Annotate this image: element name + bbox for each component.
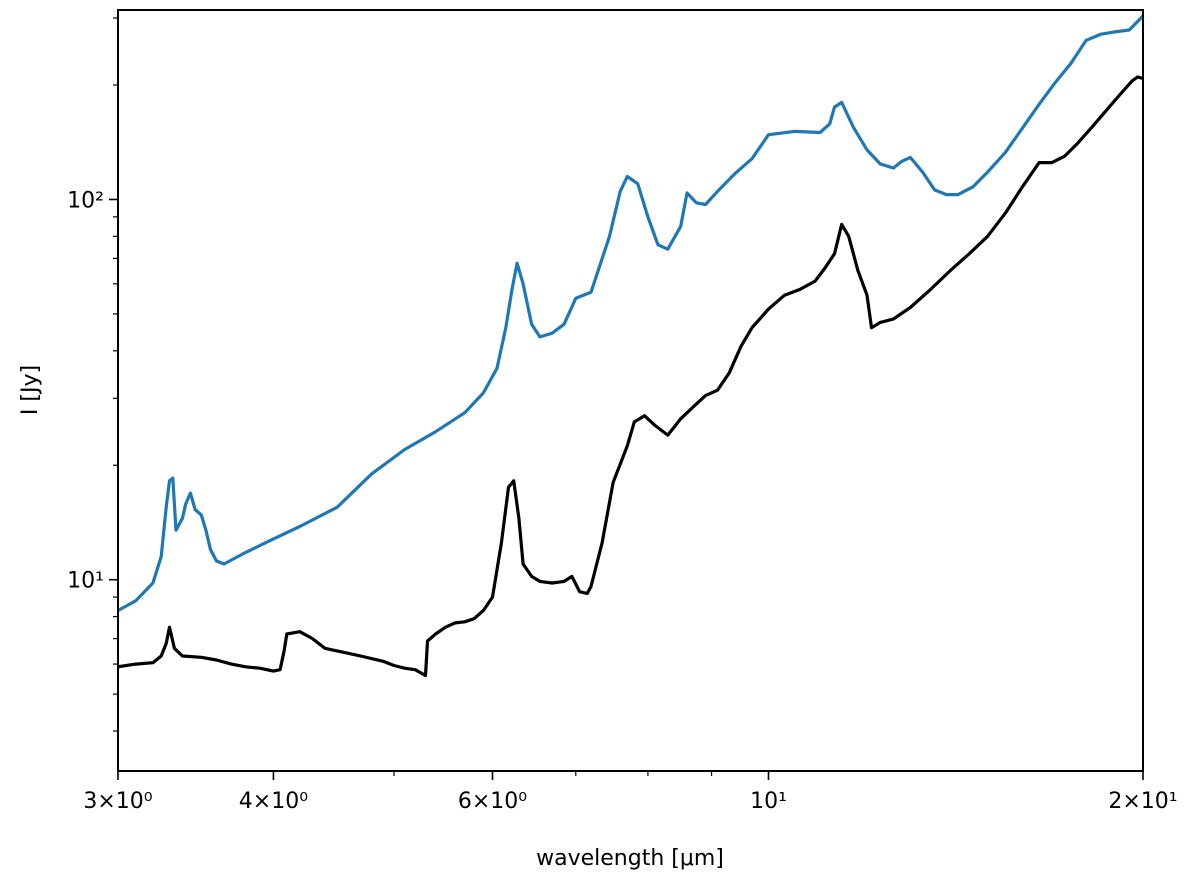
series-layer <box>118 14 1143 678</box>
series-line-1 <box>118 14 1143 613</box>
x-axis-label: wavelength [μm] <box>536 846 724 871</box>
y-axis-label: I [Jy] <box>18 365 43 415</box>
x-tick-label: 3×10⁰ <box>83 789 152 814</box>
x-tick-label: 4×10⁰ <box>239 789 308 814</box>
y-axis-ticks: 10¹ 10² <box>67 17 118 732</box>
x-tick-label: 6×10⁰ <box>458 789 527 814</box>
x-tick-label: 10¹ <box>750 789 787 814</box>
plot-frame <box>117 9 1144 772</box>
y-tick-label: 10¹ <box>67 569 104 594</box>
x-axis-ticks: 3×10⁰ 4×10⁰ 6×10⁰ 10¹ 2×10¹ <box>83 771 1178 814</box>
x-tick-label: 2×10¹ <box>1108 789 1177 814</box>
y-tick-label: 10² <box>67 188 104 213</box>
series-line-2 <box>118 75 1143 678</box>
